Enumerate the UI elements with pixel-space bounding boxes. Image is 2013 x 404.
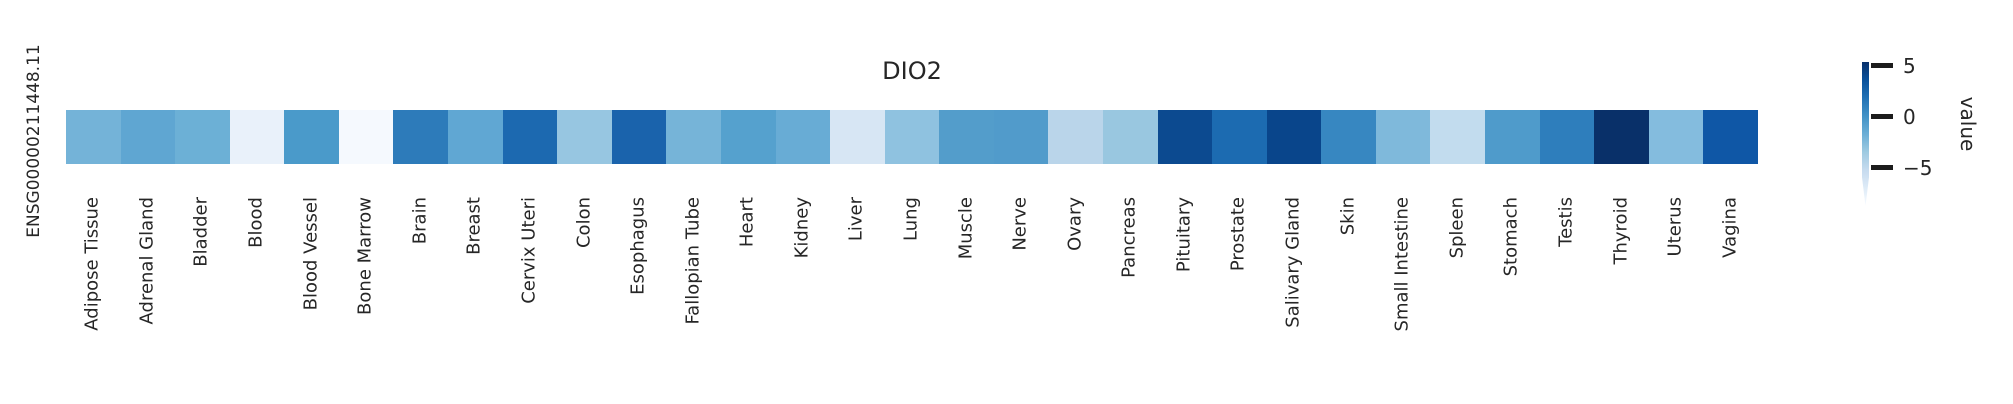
- x-tick-label: Colon: [573, 197, 595, 249]
- heatmap-cell: [502, 110, 558, 164]
- x-tick-label: Liver: [846, 197, 868, 242]
- heatmap-cell: [1485, 110, 1540, 164]
- heatmap-cell: [720, 110, 776, 164]
- heatmap-cell: [1212, 110, 1267, 164]
- x-tick-label: Prostate: [1228, 197, 1250, 272]
- heatmap-row: [66, 110, 1758, 164]
- x-tick-label: Adrenal Gland: [136, 197, 158, 325]
- heatmap-cell: [1321, 110, 1376, 164]
- heatmap-cell: [1266, 110, 1322, 164]
- colorbar-axis-label: value: [1956, 96, 1980, 152]
- heatmap-cell: [1594, 110, 1649, 164]
- heatmap-cell: [66, 110, 121, 164]
- colorbar-tick-mark: [1871, 63, 1893, 68]
- x-tick-label: Fallopian Tube: [682, 197, 704, 325]
- heatmap-cell: [884, 110, 940, 164]
- colorbar-tick-label: −5: [1903, 156, 1933, 180]
- heatmap-cell: [393, 110, 449, 164]
- heatmap-cell: [1703, 110, 1758, 164]
- x-tick-label: Esophagus: [627, 197, 649, 295]
- heatmap-cell: [338, 110, 394, 164]
- heatmap-cell: [120, 110, 176, 164]
- y-axis-row-label: ENSG00000211448.11: [24, 44, 44, 238]
- heatmap-cell: [1539, 110, 1595, 164]
- heatmap-cell: [1157, 110, 1213, 164]
- x-tick-label: Bladder: [191, 197, 213, 267]
- heatmap-cell: [993, 110, 1049, 164]
- x-tick-label: Testis: [1555, 197, 1577, 247]
- heatmap-cell: [175, 110, 230, 164]
- x-tick-label: Pituitary: [1173, 197, 1195, 273]
- x-tick-label: Breast: [464, 197, 485, 255]
- x-tick-label: Vagina: [1719, 197, 1741, 258]
- heatmap-cell: [1048, 110, 1103, 164]
- x-tick-label: Skin: [1337, 197, 1359, 236]
- x-tick-label: Brain: [409, 197, 431, 245]
- heatmap-cell: [611, 110, 667, 164]
- heatmap-cell: [939, 110, 994, 164]
- heatmap-cell: [557, 110, 612, 164]
- heatmap-cell: [229, 110, 285, 164]
- heatmap-cell: [448, 110, 503, 164]
- heatmap-cell: [1430, 110, 1486, 164]
- x-tick-label: Blood Vessel: [300, 197, 322, 311]
- x-tick-label: Kidney: [791, 197, 813, 259]
- x-tick-label: Uterus: [1664, 197, 1686, 257]
- heatmap-cell: [666, 110, 721, 164]
- heatmap-cell: [284, 110, 339, 164]
- x-tick-label: Heart: [736, 197, 758, 248]
- x-tick-label: Muscle: [955, 197, 977, 260]
- heatmap-cell: [1375, 110, 1431, 164]
- colorbar-tick-label: 0: [1903, 105, 1916, 129]
- heatmap-cell: [775, 110, 831, 164]
- x-tick-label: Bone Marrow: [354, 197, 376, 315]
- plot-title: DIO2: [882, 57, 942, 85]
- x-tick-label: Blood: [245, 197, 267, 248]
- colorbar-tick-mark: [1871, 165, 1893, 170]
- heatmap-cell: [1102, 110, 1158, 164]
- x-tick-label: Thyroid: [1610, 197, 1632, 265]
- heatmap-cell: [1648, 110, 1704, 164]
- x-tick-label: Spleen: [1446, 197, 1468, 259]
- x-tick-label: Stomach: [1501, 197, 1523, 277]
- x-tick-label: Adipose Tissue: [81, 197, 103, 331]
- colorbar-tick-mark: [1871, 114, 1893, 119]
- x-tick-label: Cervix Uteri: [518, 197, 540, 304]
- x-tick-label: Small Intestine: [1391, 197, 1413, 332]
- heatmap-cell: [830, 110, 885, 164]
- x-tick-label: Nerve: [1009, 197, 1031, 251]
- x-tick-label: Pancreas: [1118, 197, 1140, 278]
- x-tick-label: Lung: [900, 197, 922, 241]
- colorbar-tick-label: 5: [1903, 54, 1916, 78]
- x-tick-label: Ovary: [1064, 197, 1086, 251]
- x-tick-label: Salivary Gland: [1282, 197, 1304, 328]
- colorbar-gradient: [1862, 62, 1869, 206]
